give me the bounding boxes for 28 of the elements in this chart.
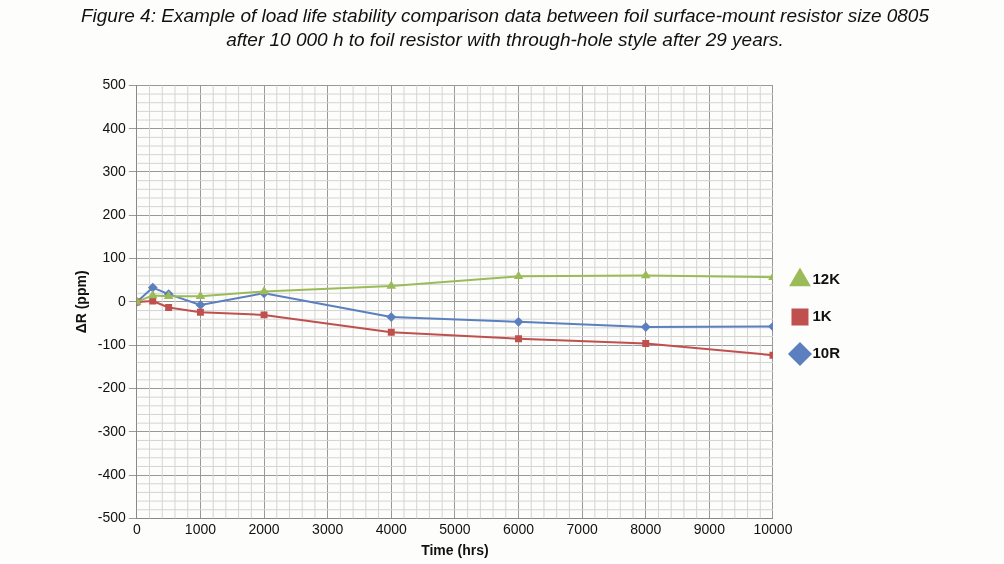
y-tick-label: -500 bbox=[97, 509, 127, 526]
y-tick-label: 400 bbox=[102, 119, 127, 136]
y-tick-label: -200 bbox=[97, 379, 127, 396]
y-tick-label: 100 bbox=[102, 249, 127, 266]
x-tick-label: 3000 bbox=[312, 520, 344, 537]
y-tick-label: 200 bbox=[102, 206, 127, 223]
x-tick-label: 2000 bbox=[248, 520, 280, 537]
y-tick-label: -300 bbox=[97, 422, 127, 439]
x-tick-label: 0 bbox=[132, 520, 141, 537]
x-tick-label: 5000 bbox=[439, 520, 471, 537]
y-tick-label: -400 bbox=[97, 465, 127, 482]
chart-title: Figure 4: Example of load life stability comparison data between foil surface-mount resistor size 0805 after 10 000 h to foil resistor with through-hole style after 29 years. bbox=[79, 4, 930, 52]
y-tick-label: 500 bbox=[102, 76, 127, 93]
x-tick-label: 9000 bbox=[693, 520, 726, 537]
x-tick-label: 8000 bbox=[630, 520, 662, 537]
x-tick-label: 4000 bbox=[375, 520, 408, 537]
x-tick-label: 10000 bbox=[753, 520, 793, 537]
y-tick-label: 300 bbox=[102, 162, 127, 179]
x-tick-label: 6000 bbox=[502, 520, 535, 537]
y-tick-label: 0 bbox=[118, 292, 127, 309]
x-tick-label: 1000 bbox=[184, 520, 217, 537]
y-tick-label: -100 bbox=[97, 336, 127, 353]
legend-label: 12K bbox=[812, 270, 841, 288]
x-axis-title: Time (hrs) bbox=[421, 542, 489, 559]
legend-label: 1K bbox=[812, 307, 832, 325]
legend-label: 10R bbox=[812, 344, 841, 362]
x-tick-label: 7000 bbox=[566, 520, 598, 537]
y-axis-title: ΔR (ppm) bbox=[73, 270, 90, 334]
